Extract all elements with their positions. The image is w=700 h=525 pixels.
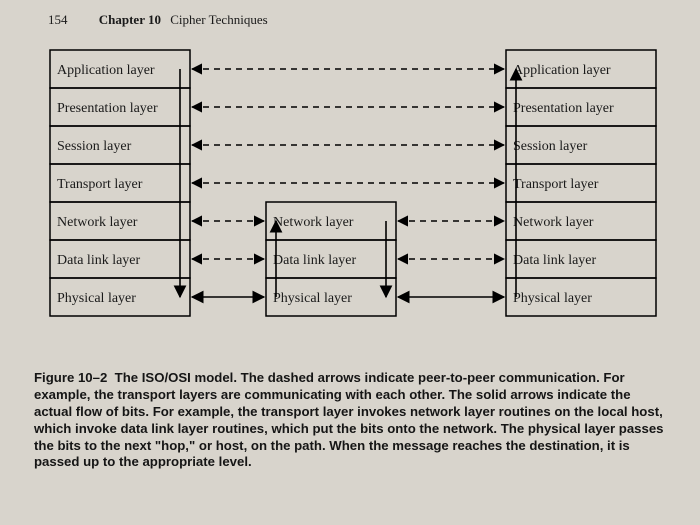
- chapter-title: Cipher Techniques: [170, 12, 267, 27]
- layer-label: Session layer: [57, 139, 132, 154]
- layer-label: Network layer: [513, 215, 594, 230]
- layer-label: Transport layer: [513, 177, 599, 192]
- page-number: 154: [48, 12, 68, 27]
- layer-label: Application layer: [513, 63, 611, 78]
- layer-label: Data link layer: [57, 253, 141, 268]
- osi-diagram: Application layer Presentation layer Sessi…: [20, 40, 680, 360]
- layer-label: Application layer: [57, 63, 155, 78]
- layer-label: Session layer: [513, 139, 588, 154]
- layer-label: Transport layer: [57, 177, 143, 192]
- layer-label: Data link layer: [273, 253, 357, 268]
- caption-text: The ISO/OSI model. The dashed arrows ind…: [34, 370, 664, 469]
- layer-label: Presentation layer: [513, 101, 614, 116]
- figure-label: Figure 10–2: [34, 370, 107, 385]
- layer-label: Presentation layer: [57, 101, 158, 116]
- chapter-label: Chapter 10: [99, 12, 161, 27]
- page-header: 154 Chapter 10 Cipher Techniques: [48, 12, 268, 28]
- layer-label: Data link layer: [513, 253, 597, 268]
- layer-label: Physical layer: [273, 291, 352, 306]
- layer-label: Physical layer: [513, 291, 592, 306]
- layer-label: Physical layer: [57, 291, 136, 306]
- layer-label: Network layer: [57, 215, 138, 230]
- layer-label: Network layer: [273, 215, 354, 230]
- figure-caption: Figure 10–2 The ISO/OSI model. The dashe…: [34, 370, 666, 471]
